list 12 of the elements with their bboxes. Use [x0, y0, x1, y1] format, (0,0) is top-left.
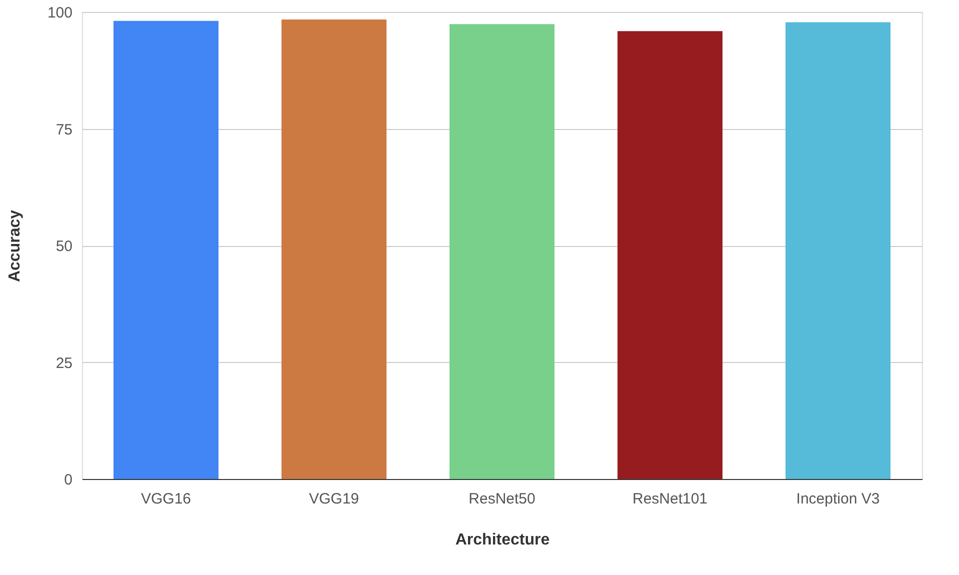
y-tick-label: 25 — [56, 354, 72, 372]
x-tick-label: VGG19 — [308, 490, 360, 508]
x-tick-label: Inception V3 — [796, 490, 880, 508]
x-tick-label: ResNet101 — [632, 490, 708, 508]
y-tick-label: 75 — [56, 121, 72, 138]
x-tick-label: ResNet50 — [468, 490, 536, 508]
y-tick-label: 0 — [64, 472, 72, 488]
y-tick-label: 100 — [47, 4, 72, 22]
y-axis-title: Accuracy — [6, 210, 24, 282]
y-tick-label: 50 — [56, 238, 72, 255]
x-axis-title: Architecture — [455, 532, 550, 548]
x-tick-label: VGG16 — [140, 490, 192, 508]
